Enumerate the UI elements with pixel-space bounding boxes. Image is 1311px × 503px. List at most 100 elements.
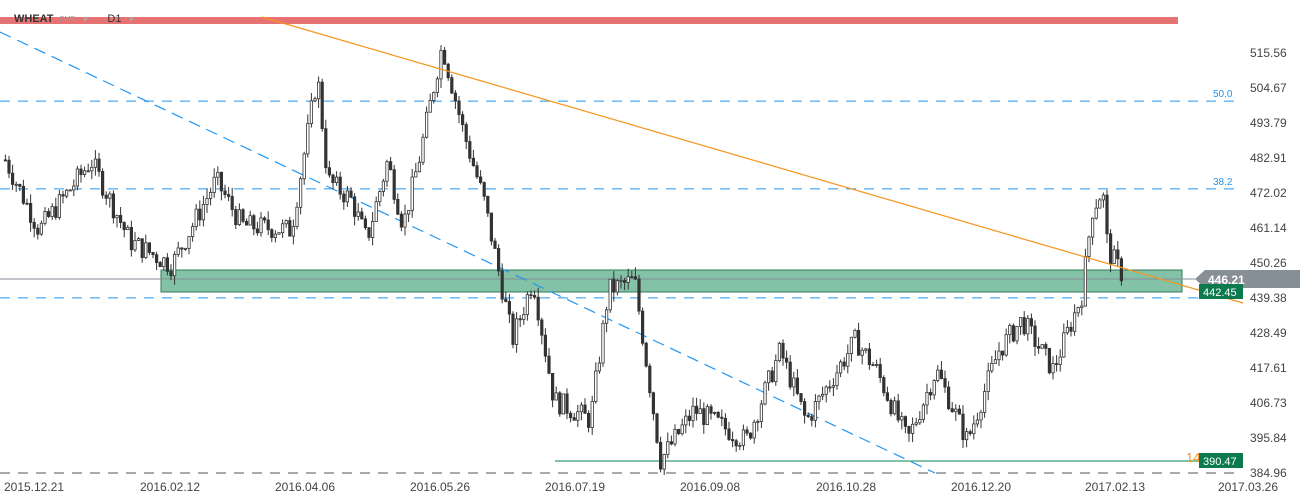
candle-body — [903, 416, 908, 427]
candle-body — [180, 247, 184, 250]
candle-body — [237, 209, 241, 226]
candle-body — [997, 350, 1001, 361]
symbol-dropdown-icon[interactable]: ▼ — [81, 14, 90, 24]
downtrend-line-blue[interactable] — [0, 31, 936, 474]
candle-body — [651, 392, 656, 415]
candle-body — [435, 78, 440, 93]
candle-body — [406, 210, 411, 215]
candle-body — [457, 100, 461, 116]
candle-body — [302, 153, 306, 180]
candle-body — [475, 165, 479, 178]
candle-body — [587, 413, 591, 428]
candle-body — [316, 81, 321, 100]
candle-body — [569, 412, 573, 419]
zone-price-value: 442.45 — [1203, 287, 1237, 299]
candle-body — [846, 353, 850, 367]
candle-body — [255, 228, 260, 234]
candle-body — [241, 209, 245, 222]
candle-body — [147, 242, 151, 253]
candle-body — [133, 240, 137, 251]
candle-body — [219, 171, 223, 192]
timeframe-label[interactable]: D1 — [107, 13, 122, 25]
candle-body — [929, 392, 933, 396]
candle-body — [194, 208, 198, 227]
candle-body — [525, 294, 530, 315]
candle-body — [558, 392, 562, 415]
candle-body — [482, 182, 486, 197]
candle-body — [864, 348, 868, 351]
candle-body — [644, 342, 648, 367]
candle-body — [417, 161, 422, 173]
candle-body — [515, 318, 519, 345]
y-tick-label: 417.61 — [1250, 361, 1287, 375]
candle-body — [248, 215, 252, 226]
candle-body — [28, 203, 33, 223]
candle-body — [460, 114, 465, 125]
candle-body — [93, 158, 97, 168]
candle-body — [817, 395, 821, 402]
candle-body — [298, 178, 303, 208]
candle-body — [900, 416, 904, 421]
y-tick-label: 384.96 — [1250, 466, 1287, 480]
candle-body — [1116, 249, 1120, 260]
candle-body — [1091, 217, 1095, 238]
candle-body — [828, 386, 832, 389]
candle-body — [1073, 312, 1077, 332]
candle-body — [925, 392, 929, 406]
candle-body — [583, 404, 587, 414]
candle-body — [1062, 332, 1066, 358]
timeframe-dropdown-icon[interactable]: ▼ — [127, 14, 136, 24]
candle-body — [637, 278, 641, 312]
candle-body — [943, 378, 947, 388]
candle-body — [190, 226, 195, 237]
instrument-type: CMD — [59, 15, 76, 23]
candle-body — [320, 81, 324, 130]
candle-body — [244, 220, 249, 226]
symbol-label[interactable]: WHEAT — [14, 13, 54, 25]
candle-body — [36, 227, 40, 235]
candle-body — [1055, 363, 1059, 365]
candle-body — [39, 222, 44, 235]
candle-body — [684, 415, 688, 426]
candle-body — [1044, 344, 1048, 349]
candle-body — [360, 211, 364, 220]
candle-body — [349, 190, 353, 198]
candle-body — [363, 218, 368, 229]
candle-body — [403, 213, 407, 228]
candle-body — [734, 440, 738, 447]
candle-body — [561, 393, 566, 415]
candle-body — [151, 252, 155, 256]
candle-body — [198, 208, 202, 221]
candle-body — [770, 370, 774, 383]
x-tick-label: 2016.04.06 — [275, 480, 335, 494]
candle-body — [399, 213, 404, 228]
candle-body — [83, 170, 87, 175]
candle-body — [500, 270, 504, 300]
candle-body — [939, 369, 944, 379]
candle-body — [975, 419, 980, 425]
candle-body — [313, 98, 317, 102]
candle-body — [885, 392, 890, 401]
candle-body — [993, 359, 998, 364]
candle-body — [165, 257, 169, 272]
x-tick-label: 2017.03.26 — [1218, 480, 1278, 494]
candle-body — [43, 211, 47, 224]
trendline-orange[interactable] — [261, 16, 1244, 304]
candle-body — [464, 124, 468, 142]
y-tick-label: 515.56 — [1250, 46, 1287, 60]
candle-body — [266, 219, 270, 231]
candle-body — [1051, 363, 1055, 374]
candle-body — [813, 401, 818, 421]
candle-body — [284, 220, 288, 225]
candle-body — [777, 342, 782, 362]
candle-body — [529, 294, 533, 297]
candle-body — [630, 276, 634, 279]
candle-body — [677, 429, 681, 435]
candle-body — [713, 412, 717, 414]
candle-body — [90, 166, 94, 172]
candle-body — [849, 336, 854, 354]
candle-body — [507, 301, 512, 315]
candle-body — [345, 190, 350, 203]
